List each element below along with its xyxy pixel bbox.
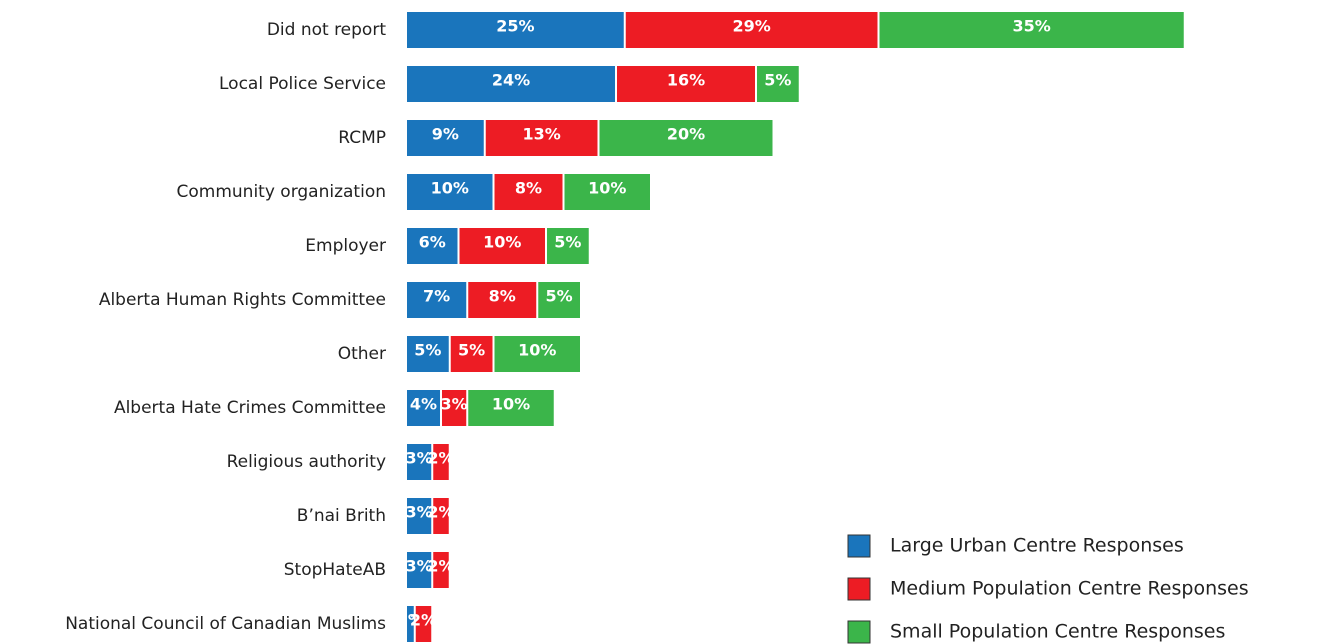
value-label: 2% <box>427 503 454 522</box>
value-label: 10% <box>431 179 469 198</box>
bar-segment <box>450 336 493 372</box>
value-label: 25% <box>496 17 534 36</box>
bar-segment <box>468 282 537 318</box>
bar-segment <box>459 228 545 264</box>
value-label: 24% <box>492 71 530 90</box>
value-label: 13% <box>522 125 560 144</box>
value-label: 5% <box>458 341 485 360</box>
value-label: 10% <box>492 395 530 414</box>
value-label: 8% <box>515 179 542 198</box>
bar-segment <box>433 444 449 480</box>
value-label: 7% <box>423 287 450 306</box>
bar-segment <box>468 390 554 426</box>
legend-label: Medium Population Centre Responses <box>890 578 1249 600</box>
value-label: 10% <box>483 233 521 252</box>
category-label: Did not report <box>267 20 387 40</box>
legend-label: Large Urban Centre Responses <box>890 535 1184 557</box>
bar-segment <box>407 228 458 264</box>
value-label: 3% <box>441 395 468 414</box>
category-label: Religious authority <box>227 452 386 472</box>
value-label: 3% <box>406 503 433 522</box>
category-label: Community organization <box>177 182 387 202</box>
value-label: 4% <box>410 395 437 414</box>
bar-segment <box>494 336 580 372</box>
category-label: Alberta Hate Crimes Committee <box>114 398 386 418</box>
value-label: 5% <box>764 71 791 90</box>
value-label: 6% <box>419 233 446 252</box>
bar-segment <box>407 552 432 588</box>
bar-segment <box>599 120 773 156</box>
value-label: 3% <box>406 557 433 576</box>
bar-segment <box>547 228 589 264</box>
bar-segment <box>625 12 878 48</box>
value-label: 10% <box>518 341 556 360</box>
bar-segment <box>564 174 650 210</box>
bar-segment <box>407 120 484 156</box>
category-label: National Council of Canadian Muslims <box>65 614 386 634</box>
legend-label: Small Population Centre Responses <box>890 621 1225 643</box>
bar-segment <box>407 66 615 102</box>
value-label: 5% <box>414 341 441 360</box>
value-label: 9% <box>432 125 459 144</box>
value-label: 3% <box>406 449 433 468</box>
bar-segment <box>433 498 449 534</box>
value-label: 2% <box>427 557 454 576</box>
bar-segment <box>538 282 580 318</box>
category-label: RCMP <box>338 128 386 148</box>
category-label: B’nai Brith <box>297 506 386 526</box>
value-label: 20% <box>667 125 705 144</box>
value-label: 5% <box>554 233 581 252</box>
value-label: 8% <box>489 287 516 306</box>
value-label: 29% <box>732 17 770 36</box>
bar-segment <box>617 66 755 102</box>
bar-segment <box>407 12 624 48</box>
value-label: 2% <box>410 611 437 630</box>
value-label: 10% <box>588 179 626 198</box>
legend-swatch <box>847 534 871 558</box>
bar-segment <box>442 390 467 426</box>
bar-segment <box>485 120 598 156</box>
bar-segment <box>407 444 432 480</box>
category-label: Other <box>338 344 386 364</box>
category-label: Alberta Human Rights Committee <box>99 290 386 310</box>
category-label: Local Police Service <box>219 74 386 94</box>
category-label: StopHateAB <box>284 560 386 580</box>
bar-segment <box>407 390 440 426</box>
bar-segment <box>494 174 563 210</box>
bar-segment <box>415 606 432 642</box>
bar-segment <box>407 282 467 318</box>
value-label: 2% <box>427 449 454 468</box>
bar-segment <box>757 66 799 102</box>
bar-segment <box>407 336 449 372</box>
bar-segment <box>407 498 432 534</box>
legend-swatch <box>847 620 871 644</box>
category-label: Employer <box>305 236 386 256</box>
value-label: 35% <box>1012 17 1050 36</box>
bar-segment <box>879 12 1184 48</box>
bar-segment <box>407 606 414 642</box>
value-label: 16% <box>667 71 705 90</box>
bar-segment <box>407 174 493 210</box>
value-label: 5% <box>546 287 573 306</box>
bar-segment <box>433 552 449 588</box>
legend-swatch <box>847 577 871 601</box>
